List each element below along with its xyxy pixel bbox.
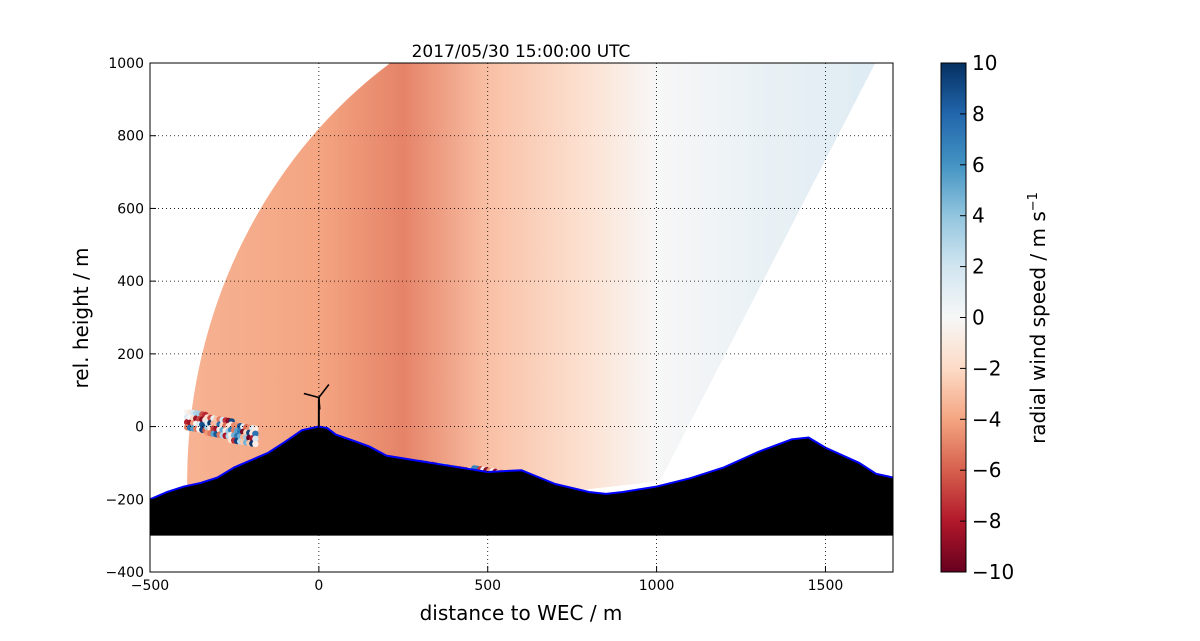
x-tick-label: −500: [131, 578, 169, 594]
x-tick-label: 1500: [808, 578, 844, 594]
colorbar-tick-label: −8: [972, 509, 1001, 533]
x-tick-label: 500: [474, 578, 501, 594]
colorbar-tick-label: −10: [972, 560, 1014, 584]
wec-blade: [318, 384, 330, 398]
wec-blade: [303, 392, 320, 399]
colorbar-tick-label: 8: [972, 102, 985, 126]
colorbar-tick-label: 0: [972, 306, 985, 330]
colorbar-tick-label: 6: [972, 153, 985, 177]
plot-frame: [149, 62, 894, 573]
terrain-line: [150, 425, 893, 501]
noise-point: [252, 440, 259, 448]
colorbar-tick-label: −2: [972, 356, 1001, 380]
x-tick-label: 1000: [639, 578, 675, 594]
colorbar-tick-label: −4: [972, 407, 1001, 431]
y-tick-label: 0: [135, 420, 144, 436]
y-tick-label: 200: [117, 347, 144, 363]
y-tick-label: −200: [106, 492, 144, 508]
y-tick-label: 600: [117, 201, 144, 217]
colorbar-label: radial wind speed / m s−1: [1026, 192, 1050, 444]
y-tick-label: −400: [106, 565, 144, 581]
x-axis-label: distance to WEC / m: [420, 601, 623, 625]
y-tick-label: 800: [117, 129, 144, 145]
colorbar-tick-label: 10: [972, 51, 997, 75]
y-axis-label: rel. height / m: [69, 247, 93, 388]
y-tick-label: 400: [117, 274, 144, 290]
noise-point: [252, 425, 259, 432]
colorbar: [940, 62, 967, 573]
colorbar-tick-label: −6: [972, 458, 1001, 482]
chart-title: 2017/05/30 15:00:00 UTC: [412, 42, 631, 62]
colorbar-tick-label: 4: [972, 204, 985, 228]
noise-point: [252, 435, 259, 443]
y-tick-label: 1000: [108, 56, 144, 72]
colorbar-tick-label: 2: [972, 255, 985, 279]
terrain-fill: [150, 426, 893, 536]
x-tick-label: 0: [314, 578, 323, 594]
noise-point: [252, 430, 259, 437]
scan-sector: [187, 63, 876, 535]
